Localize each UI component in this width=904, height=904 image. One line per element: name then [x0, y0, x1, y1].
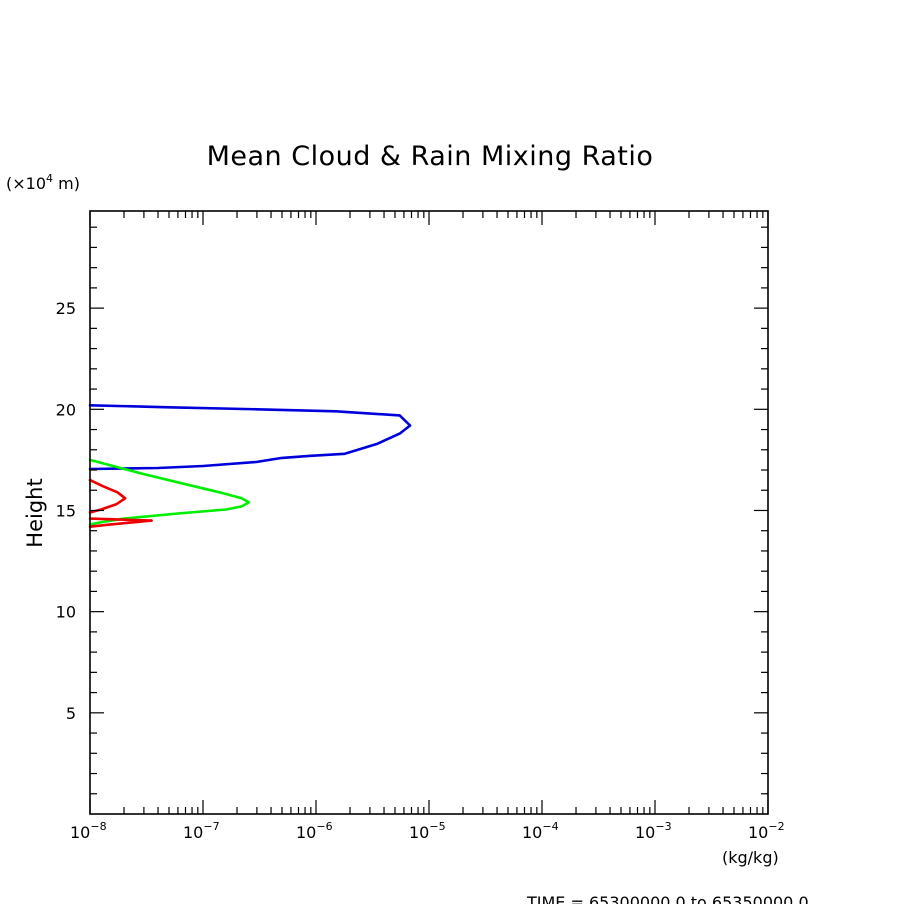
y-tick-label: 15	[56, 501, 76, 520]
y-axis-label: Height	[23, 478, 47, 547]
x-tick-base: 10	[522, 823, 542, 842]
x-tick-exponent: −3	[655, 820, 671, 833]
series-layer	[88, 403, 412, 529]
x-tick-base: 10	[70, 823, 90, 842]
x-tick-label: 10−3	[635, 820, 672, 842]
x-unit-label: (kg/kg)	[722, 848, 779, 867]
series-line-0	[88, 403, 412, 471]
x-tick-exponent: −4	[542, 820, 558, 833]
series-line-4	[88, 519, 153, 529]
y-tick-label: 20	[56, 400, 76, 419]
plot-frame	[89, 210, 769, 815]
y-unit-label: (×104 m)	[6, 172, 80, 193]
x-tick-base: 10	[635, 823, 655, 842]
x-tick-label: 10−4	[522, 820, 559, 842]
y-tick-label: 5	[66, 704, 76, 723]
x-tick-base: 10	[296, 823, 316, 842]
y-unit-exponent: 4	[46, 172, 53, 185]
footer-time: TIME = 65300000.0 to 65350000.0	[526, 893, 809, 904]
x-tick-exponent: −5	[429, 820, 445, 833]
series-line-3	[88, 517, 153, 522]
x-tick-label: 10−6	[296, 820, 333, 842]
series-line-2	[88, 478, 127, 514]
x-tick-exponent: −8	[90, 820, 106, 833]
y-tick-label: 25	[56, 299, 76, 318]
y-tick-label: 10	[56, 603, 76, 622]
x-tick-exponent: −7	[203, 820, 219, 833]
x-tick-label: 10−7	[183, 820, 220, 842]
x-tick-label: 10−2	[748, 820, 785, 842]
x-tick-base: 10	[748, 823, 768, 842]
y-unit-suffix: m)	[53, 174, 80, 193]
y-unit-prefix: (×10	[6, 174, 46, 193]
x-tick-base: 10	[183, 823, 203, 842]
chart-title: Mean Cloud & Rain Mixing Ratio	[207, 141, 654, 172]
x-tick-base: 10	[409, 823, 429, 842]
x-tick-label: 10−8	[70, 820, 107, 842]
x-tick-label: 10−5	[409, 820, 446, 842]
x-tick-exponent: −6	[316, 820, 332, 833]
x-tick-exponent: −2	[768, 820, 784, 833]
